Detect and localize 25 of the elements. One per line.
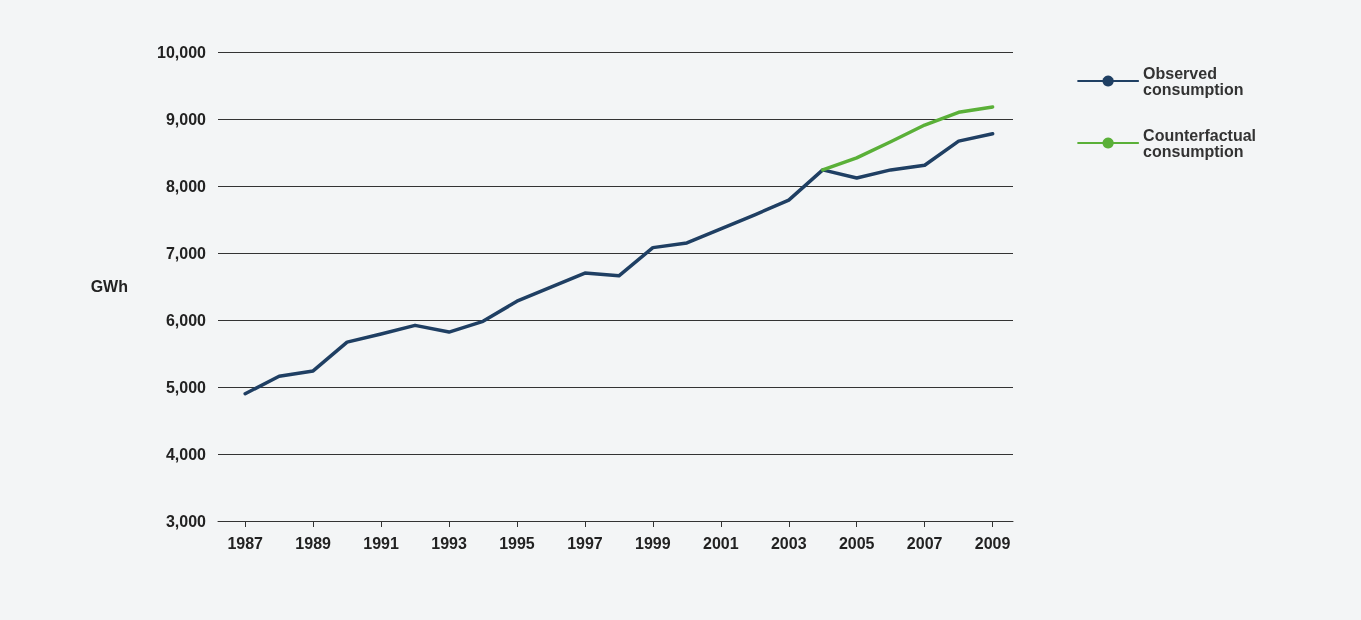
y-tick-label: 5,000 bbox=[165, 378, 207, 396]
x-tick-label: 1995 bbox=[499, 534, 535, 552]
x-tick-label: 1993 bbox=[431, 534, 467, 552]
x-tick-label: 1991 bbox=[363, 534, 399, 552]
x-tick-label: 2007 bbox=[906, 534, 943, 552]
x-tick-label: 1999 bbox=[635, 534, 671, 552]
y-tick-label: 7,000 bbox=[165, 244, 207, 262]
legend-label: Observed consumption bbox=[1143, 64, 1244, 98]
y-tick-label: 8,000 bbox=[165, 177, 207, 195]
line-series bbox=[243, 131, 995, 396]
y-tick-label: 4,000 bbox=[165, 445, 207, 463]
x-tick-label: 1989 bbox=[295, 534, 332, 552]
y-tick-label: 9,000 bbox=[165, 110, 207, 128]
x-tick-label: 2009 bbox=[974, 534, 1011, 552]
x-tick-label: 2001 bbox=[703, 534, 739, 552]
x-tick-label: 2005 bbox=[838, 534, 875, 552]
legend-label: Counterfactual consumption bbox=[1143, 126, 1257, 160]
y-tick-label: 10,000 bbox=[157, 43, 207, 61]
line-series bbox=[820, 105, 995, 172]
x-tick-label: 2003 bbox=[770, 534, 807, 552]
y-tick-label: 3,000 bbox=[165, 512, 207, 530]
x-tick-label: 1997 bbox=[567, 534, 603, 552]
x-tick-label: 1987 bbox=[227, 534, 264, 552]
y-axis-title: GWh bbox=[90, 278, 128, 295]
y-tick-label: 6,000 bbox=[165, 311, 207, 329]
